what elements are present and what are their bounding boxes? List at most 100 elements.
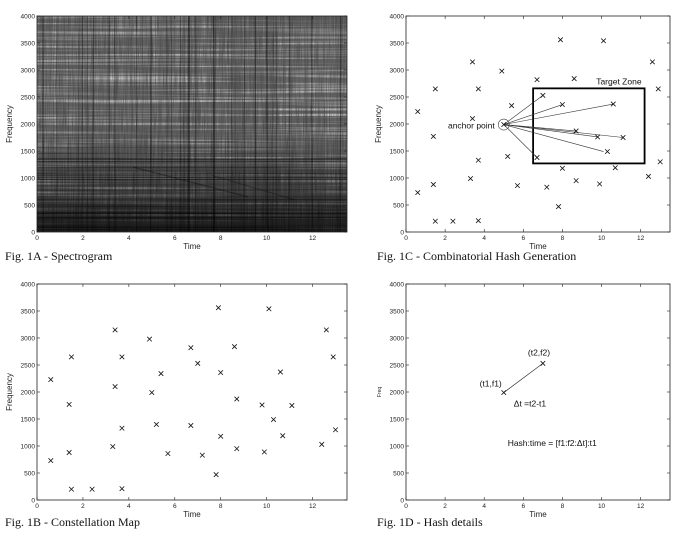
constellation-point bbox=[645, 173, 652, 179]
hash-generation-panel: 0 2 4 6 8 10 12 0 500 1000 1500 2000 2500 3000 3500 400… bbox=[374, 13, 671, 251]
constellation-point bbox=[509, 103, 515, 109]
constellation-point bbox=[573, 128, 579, 134]
y-tick-label: 500 bbox=[24, 202, 35, 209]
x-tick-label: 8 bbox=[219, 503, 223, 510]
x-tick-label: 4 bbox=[482, 503, 486, 510]
constellation-point bbox=[649, 59, 655, 65]
x-tick-label: 6 bbox=[173, 503, 177, 510]
constellation-point bbox=[332, 427, 339, 433]
constellation-point bbox=[277, 369, 283, 375]
constellation-point bbox=[475, 218, 481, 224]
constellation-point bbox=[612, 165, 618, 171]
y-tick-label: 3000 bbox=[21, 67, 36, 74]
y-tick-label: 2500 bbox=[21, 94, 36, 101]
x-tick-label: 6 bbox=[522, 235, 526, 242]
constellation-point bbox=[199, 452, 205, 458]
x-tick-label: 10 bbox=[263, 503, 271, 510]
constellation-point bbox=[430, 133, 436, 140]
constellation-point bbox=[68, 354, 75, 360]
y-tick-label: 500 bbox=[393, 202, 404, 209]
constellation-point bbox=[469, 116, 476, 122]
constellation-point bbox=[657, 159, 663, 165]
constellation-point bbox=[467, 175, 474, 182]
constellation-point bbox=[432, 218, 438, 224]
constellation-point bbox=[119, 486, 125, 492]
hash-time-label: Hash:time = [f1:f2:Δt]:t1 bbox=[508, 438, 597, 448]
x-tick-label: 6 bbox=[522, 503, 526, 510]
constellation-point bbox=[188, 345, 194, 351]
x-tick-label: 2 bbox=[81, 503, 85, 510]
constellation-point bbox=[555, 204, 562, 210]
plot-frame bbox=[36, 283, 348, 501]
constellation-point bbox=[604, 148, 611, 155]
target-zone-box bbox=[532, 87, 646, 165]
x-axis-label: Time bbox=[183, 510, 201, 519]
y-tick-label: 2000 bbox=[390, 121, 405, 128]
constellation-point bbox=[165, 450, 171, 457]
y-tick-label: 3000 bbox=[21, 335, 36, 342]
constellation-point bbox=[534, 77, 540, 83]
constellation-point bbox=[218, 369, 224, 376]
y-tick-label: 2500 bbox=[390, 94, 405, 101]
y-tick-label: 4000 bbox=[21, 281, 36, 288]
constellation-point bbox=[499, 68, 505, 74]
y-tick-label: 1000 bbox=[21, 175, 36, 182]
spectrogram-panel: 0 2 4 6 8 10 12 0 500 1000 1500 2000 2500 3000 3500 400… bbox=[5, 13, 348, 251]
constellation-point bbox=[110, 443, 116, 450]
plot-frame bbox=[405, 283, 671, 501]
x-tick-label: 10 bbox=[598, 503, 606, 510]
constellation-point bbox=[153, 421, 159, 427]
constellation-point bbox=[534, 154, 540, 161]
plot-frame bbox=[405, 15, 671, 233]
constellation-point bbox=[89, 486, 95, 492]
y-tick-label: 4000 bbox=[21, 13, 36, 20]
constellation-point bbox=[112, 384, 118, 390]
constellation-point bbox=[158, 371, 164, 377]
x-tick-label: 12 bbox=[637, 503, 645, 510]
x-axis-label: Time bbox=[183, 242, 201, 251]
y-tick-label: 1500 bbox=[21, 416, 36, 423]
t1f1-label: (t1,f1) bbox=[480, 379, 502, 389]
y-tick-label: 1500 bbox=[390, 416, 405, 423]
constellation-point bbox=[266, 306, 272, 312]
constellation-point bbox=[597, 181, 603, 187]
hash-pair-line bbox=[503, 124, 598, 138]
constellation-point bbox=[415, 189, 421, 196]
constellation-point bbox=[559, 101, 566, 108]
constellation-point bbox=[149, 389, 155, 396]
y-tick-label: 500 bbox=[24, 470, 35, 477]
x-tick-label: 2 bbox=[443, 503, 447, 510]
constellation-point bbox=[595, 134, 601, 140]
constellation-point bbox=[323, 327, 329, 333]
t2f2-label: (t2,f2) bbox=[528, 347, 550, 357]
y-tick-label: 3500 bbox=[390, 40, 405, 47]
x-tick-label: 0 bbox=[35, 235, 39, 242]
constellation-point bbox=[571, 76, 577, 82]
x-tick-label: 10 bbox=[598, 235, 606, 242]
constellation-point bbox=[475, 86, 481, 92]
constellation-point bbox=[505, 153, 511, 159]
constellation-point bbox=[231, 344, 238, 350]
y-tick-label: 1000 bbox=[21, 443, 36, 450]
y-tick-label: 4000 bbox=[390, 281, 405, 288]
fig1b-caption: Fig. 1B - Constellation Map bbox=[5, 515, 140, 529]
constellation-point bbox=[119, 425, 125, 431]
x-tick-label: 0 bbox=[35, 503, 39, 510]
x-tick-label: 8 bbox=[561, 235, 565, 242]
constellation-point bbox=[66, 401, 72, 408]
y-tick-label: 3500 bbox=[21, 308, 36, 315]
constellation-point bbox=[48, 376, 54, 383]
constellation-point bbox=[573, 178, 579, 184]
x-tick-label: 4 bbox=[482, 235, 486, 242]
y-axis-label: Frequency bbox=[374, 105, 383, 143]
x-axis-label: Time bbox=[529, 242, 547, 251]
constellation-point bbox=[501, 121, 507, 128]
y-tick-label: 3500 bbox=[21, 40, 36, 47]
constellation-point bbox=[68, 486, 75, 492]
constellation-point bbox=[319, 441, 325, 447]
y-axis-label: Frequency bbox=[5, 373, 14, 411]
y-tick-label: 1000 bbox=[390, 175, 405, 182]
y-tick-label: 0 bbox=[400, 229, 404, 236]
y-tick-label: 2500 bbox=[21, 362, 36, 369]
x-tick-label: 12 bbox=[309, 503, 317, 510]
